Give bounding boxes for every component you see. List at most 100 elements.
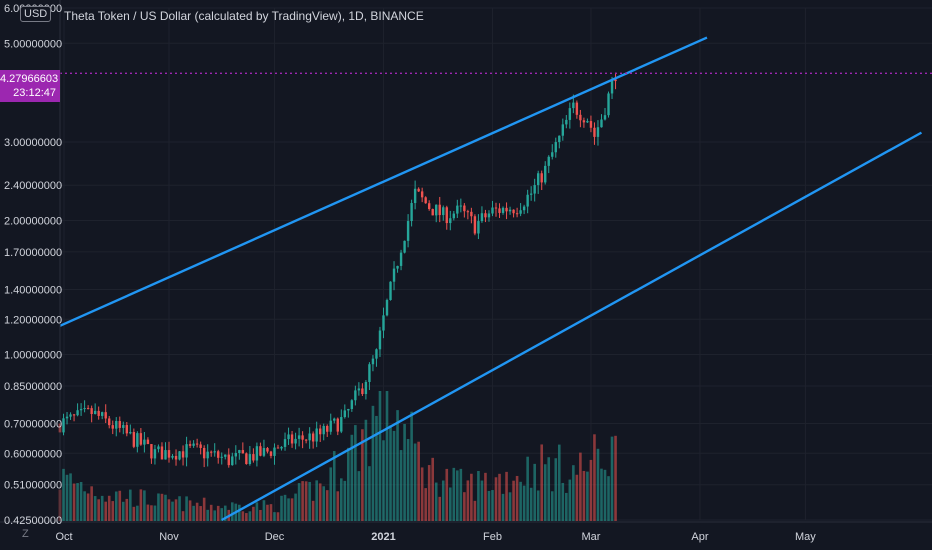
currency-badge[interactable]: USD <box>20 6 52 22</box>
volume-bar <box>357 471 361 521</box>
candle-body <box>322 425 325 435</box>
volume-bar <box>389 425 392 521</box>
volume-bar <box>269 504 273 521</box>
volume-bar <box>385 391 389 521</box>
volume-bar <box>308 481 311 521</box>
volume-bar <box>375 415 378 521</box>
volume-bar <box>339 478 343 521</box>
volume-bar <box>118 490 122 521</box>
volume-bar <box>311 500 315 521</box>
candle-body <box>252 454 255 461</box>
candle-body <box>259 446 262 456</box>
candle-body <box>427 203 431 210</box>
volume-bar <box>343 480 347 521</box>
candle-body <box>195 443 199 445</box>
candle-body <box>90 408 93 414</box>
time-tick-label: Mar <box>581 531 600 543</box>
candle-countdown: 23:12:47 <box>13 87 56 99</box>
price-tick-label: 0.42500000 <box>4 515 62 527</box>
volume-bar <box>86 493 90 521</box>
volume-bar <box>600 468 603 521</box>
candle-body <box>357 388 361 391</box>
volume-bar <box>477 470 480 521</box>
volume-bar <box>417 441 420 521</box>
zoom-button[interactable]: Z <box>22 528 29 540</box>
time-axis[interactable]: Oct Nov Dec 2021 Feb Mar Apr May <box>55 531 816 543</box>
candle-body <box>487 213 491 218</box>
volume-bar <box>561 482 565 521</box>
volume-bar <box>304 481 308 521</box>
candle-body <box>160 446 164 460</box>
volume-bar <box>150 505 153 521</box>
candle-body <box>522 206 526 211</box>
candle-body <box>463 205 466 212</box>
volume-bar <box>171 501 174 521</box>
candle-body <box>445 207 448 224</box>
candle-body <box>508 209 512 212</box>
volume-bar <box>93 496 97 521</box>
volume-bar <box>459 468 463 521</box>
candle-body <box>420 191 424 198</box>
volume-bar <box>283 494 287 521</box>
candle-body <box>540 173 543 183</box>
candle-body <box>343 410 347 418</box>
volume-bar <box>252 506 255 521</box>
volume-bar <box>72 483 76 521</box>
candle-body <box>364 381 368 395</box>
volume-bar <box>427 465 431 521</box>
volume-bar <box>470 473 473 521</box>
candle-body <box>220 456 223 458</box>
candle-body <box>290 434 294 444</box>
candle-body <box>382 315 385 331</box>
volume-bar <box>188 500 192 521</box>
trendlines[interactable] <box>59 36 923 522</box>
price-tick-label: 0.85000000 <box>4 381 62 393</box>
volume-bar <box>248 511 252 521</box>
candle-body <box>347 408 350 411</box>
volume-bar <box>111 501 115 521</box>
candle-body <box>100 412 104 416</box>
volume-bar <box>325 490 329 521</box>
candle-body <box>143 439 146 445</box>
volume-bar <box>100 495 104 521</box>
price-axis[interactable]: 6.000000005.000000003.000000002.40000000… <box>4 3 62 527</box>
candle-body <box>484 213 487 218</box>
trendline-lower[interactable] <box>221 131 923 522</box>
volume-bar <box>547 457 551 521</box>
volume-bar <box>129 489 132 521</box>
candle-body <box>368 364 371 382</box>
volume-bar <box>431 457 435 521</box>
candle-body <box>104 412 107 419</box>
candle-body <box>308 433 311 441</box>
trendline-upper[interactable] <box>59 36 708 327</box>
candle-body <box>224 454 227 457</box>
candle-body <box>294 438 297 444</box>
candle-body <box>378 330 382 350</box>
volume-bar <box>104 501 108 521</box>
volume-bar <box>603 469 607 521</box>
candle-body <box>568 108 572 120</box>
volume-bar <box>456 470 459 521</box>
volume-bar <box>568 479 572 521</box>
candle-body <box>333 418 336 421</box>
volume-bar <box>202 497 206 521</box>
volume-bar <box>230 502 234 521</box>
volume-bar <box>522 485 526 521</box>
candle-body <box>227 454 230 466</box>
candle-body <box>301 435 304 440</box>
price-tick-label: 0.51000000 <box>4 480 62 492</box>
price-tick-label: 1.70000000 <box>4 247 62 259</box>
candle-body <box>596 127 600 137</box>
volume-bar <box>90 486 93 521</box>
price-tick-label: 1.20000000 <box>4 314 62 326</box>
volume-bar <box>139 489 143 521</box>
volume-bar <box>206 509 209 521</box>
volume-bar <box>529 487 533 521</box>
volume-bar <box>491 490 494 521</box>
candle-body <box>297 435 301 439</box>
volume-bar <box>589 459 593 521</box>
candle-body <box>129 432 132 434</box>
volume-bar <box>382 440 385 521</box>
